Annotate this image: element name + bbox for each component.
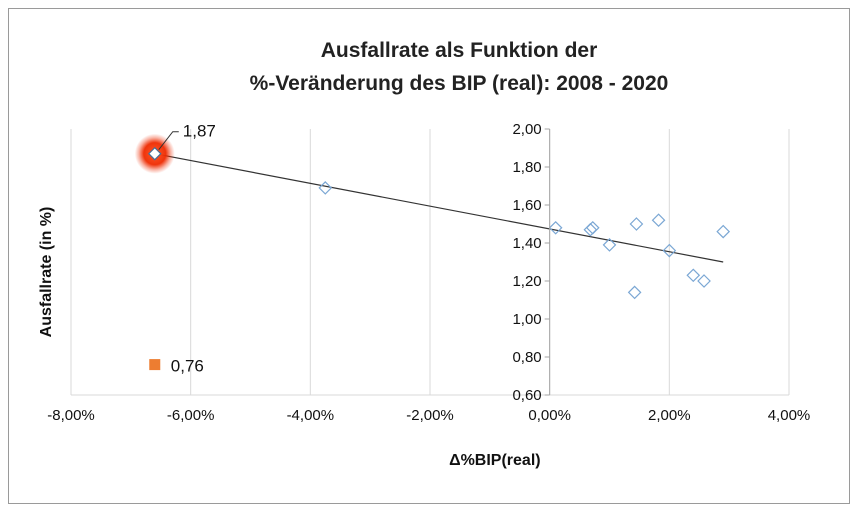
chart-title-line-1: %-Veränderung des BIP (real): 2008 - 202… bbox=[250, 72, 669, 95]
y-tick-label-3: 1,20 bbox=[512, 273, 541, 290]
x-tick-label-1: -6,00% bbox=[167, 407, 215, 424]
orange-point-label: 0,76 bbox=[171, 357, 204, 376]
x-axis-label: Δ%BIP(real) bbox=[449, 452, 541, 469]
data-point-11 bbox=[697, 274, 711, 288]
label-leader-line bbox=[158, 131, 179, 151]
data-points bbox=[134, 133, 731, 371]
data-label-0: 1,87 bbox=[183, 122, 216, 141]
x-tick-labels: -8,00% -6,00% -4,00% -2,00% 0,00% 2,00% 4,00% bbox=[47, 407, 810, 424]
data-point-2 bbox=[548, 220, 563, 235]
y-axis-label: Ausfallrate (in %) bbox=[38, 207, 55, 338]
data-point-3 bbox=[583, 222, 598, 237]
trendline bbox=[154, 153, 724, 263]
y-tick-label-2: 1,00 bbox=[512, 311, 541, 328]
y-tick-label-5: 1,60 bbox=[512, 197, 541, 214]
x-tick-label-3: -2,00% bbox=[406, 407, 454, 424]
data-point-0 bbox=[147, 146, 162, 161]
data-labels: 1,87 0,76 bbox=[158, 122, 216, 376]
y-tick-label-0: 0,60 bbox=[512, 387, 541, 404]
trendline-group bbox=[154, 153, 724, 263]
grid-lines bbox=[70, 129, 790, 396]
y-tick-label-6: 1,80 bbox=[512, 159, 541, 176]
data-point-5 bbox=[602, 238, 617, 252]
x-tick-label-5: 2,00% bbox=[648, 407, 691, 424]
data-point-4 bbox=[585, 220, 600, 235]
data-point-9 bbox=[627, 285, 642, 300]
y-tick-label-1: 0,80 bbox=[512, 349, 541, 366]
scatter-chart: 0,600,801,001,201,401,601,802,00 -8,00% -… bbox=[38, 39, 810, 469]
chart-title-line-0: Ausfallrate als Funktion der bbox=[321, 39, 598, 62]
x-tick-label-4: 0,00% bbox=[528, 407, 571, 424]
y-axis: 0,60 0,80 1,00 1,20 1,40 1,60 1,80 2,00 bbox=[512, 121, 551, 404]
orange-point bbox=[149, 359, 161, 371]
x-tick-label-6: 4,00% bbox=[768, 407, 811, 424]
y-tick-label-4: 1,40 bbox=[512, 235, 541, 252]
data-point-8 bbox=[662, 243, 677, 258]
x-tick-label-0: -8,00% bbox=[47, 407, 95, 424]
data-point-1 bbox=[318, 181, 333, 195]
x-tick-label-2: -4,00% bbox=[287, 407, 335, 424]
data-point-12 bbox=[716, 224, 731, 239]
chart-title: Ausfallrate als Funktion der %-Veränderun… bbox=[250, 39, 669, 95]
data-point-7 bbox=[651, 213, 666, 228]
data-point-6 bbox=[629, 217, 644, 231]
y-tick-label-7: 2,00 bbox=[512, 121, 541, 138]
data-point-10 bbox=[686, 268, 701, 283]
chart-frame: 0,60 0,80 1,00 1,20 1,40 1,60 1,80 2,00 -8,00% -… bbox=[8, 8, 850, 504]
